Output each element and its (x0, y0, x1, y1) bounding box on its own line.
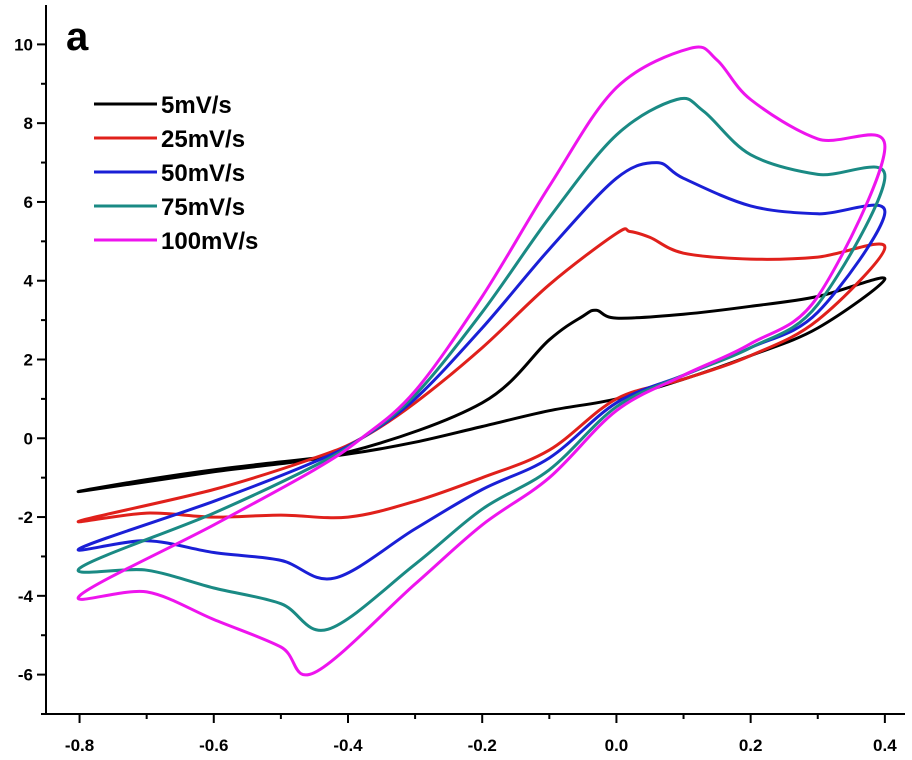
legend-label-0: 5mV/s (161, 92, 232, 119)
y-tick-label: 2 (24, 351, 33, 370)
series-line-4 (76, 45, 887, 677)
legend-label-4: 100mV/s (161, 228, 258, 255)
y-tick-label: 0 (24, 429, 33, 448)
y-tick-label: -4 (18, 587, 34, 606)
x-tick-label: -0.6 (199, 736, 228, 755)
series-line-0 (76, 276, 887, 494)
y-tick-label: -6 (18, 666, 33, 685)
legend-label-2: 50mV/s (161, 160, 245, 187)
legend: 5mV/s 25mV/s 50mV/s 75mV/s 100mV/s (94, 92, 258, 255)
axes: -0.8 -0.6 -0.4 -0.2 0.0 0.2 0.4 -6 -4 -2 0 2 4 6 8 10 (14, 5, 905, 755)
y-tick-label: 4 (24, 272, 34, 291)
y-tick-label: -2 (18, 508, 33, 527)
y-tick-label: 8 (24, 114, 33, 133)
x-tick-label: -0.4 (333, 736, 363, 755)
y-tick-label: 6 (24, 193, 33, 212)
x-tick-label: -0.8 (65, 736, 94, 755)
legend-label-1: 25mV/s (161, 126, 245, 153)
x-tick-label: 0.0 (605, 736, 629, 755)
legend-label-3: 75mV/s (161, 194, 245, 221)
x-tick-label: -0.2 (468, 736, 497, 755)
series-line-1 (76, 227, 887, 524)
y-tick-label: 10 (14, 35, 33, 54)
series-layer (76, 45, 887, 677)
series-line-2 (76, 161, 887, 581)
x-tick-label: 0.2 (739, 736, 763, 755)
series-line-3 (76, 96, 887, 632)
x-tick-label: 0.4 (873, 736, 897, 755)
panel-label: a (66, 15, 89, 59)
